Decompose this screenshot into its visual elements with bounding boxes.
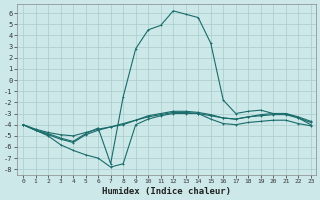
X-axis label: Humidex (Indice chaleur): Humidex (Indice chaleur) <box>102 187 231 196</box>
